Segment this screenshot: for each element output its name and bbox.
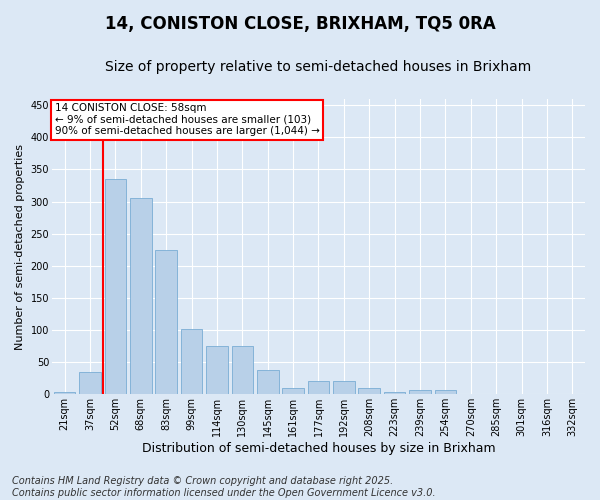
Bar <box>130 198 152 394</box>
Y-axis label: Number of semi-detached properties: Number of semi-detached properties <box>15 144 25 350</box>
Bar <box>333 382 355 394</box>
Text: Contains HM Land Registry data © Crown copyright and database right 2025.
Contai: Contains HM Land Registry data © Crown c… <box>12 476 436 498</box>
Bar <box>358 388 380 394</box>
Title: Size of property relative to semi-detached houses in Brixham: Size of property relative to semi-detach… <box>106 60 532 74</box>
Bar <box>308 382 329 394</box>
Bar <box>409 390 431 394</box>
Bar <box>79 372 101 394</box>
Bar <box>206 346 228 395</box>
Bar <box>104 179 126 394</box>
Bar <box>181 329 202 394</box>
Bar <box>283 388 304 394</box>
Text: 14, CONISTON CLOSE, BRIXHAM, TQ5 0RA: 14, CONISTON CLOSE, BRIXHAM, TQ5 0RA <box>104 15 496 33</box>
Bar <box>155 250 177 394</box>
Bar <box>257 370 278 394</box>
Bar <box>434 390 456 394</box>
Bar <box>54 392 76 394</box>
Bar <box>384 392 406 394</box>
Text: 14 CONISTON CLOSE: 58sqm
← 9% of semi-detached houses are smaller (103)
90% of s: 14 CONISTON CLOSE: 58sqm ← 9% of semi-de… <box>55 103 319 136</box>
Bar <box>232 346 253 395</box>
X-axis label: Distribution of semi-detached houses by size in Brixham: Distribution of semi-detached houses by … <box>142 442 495 455</box>
